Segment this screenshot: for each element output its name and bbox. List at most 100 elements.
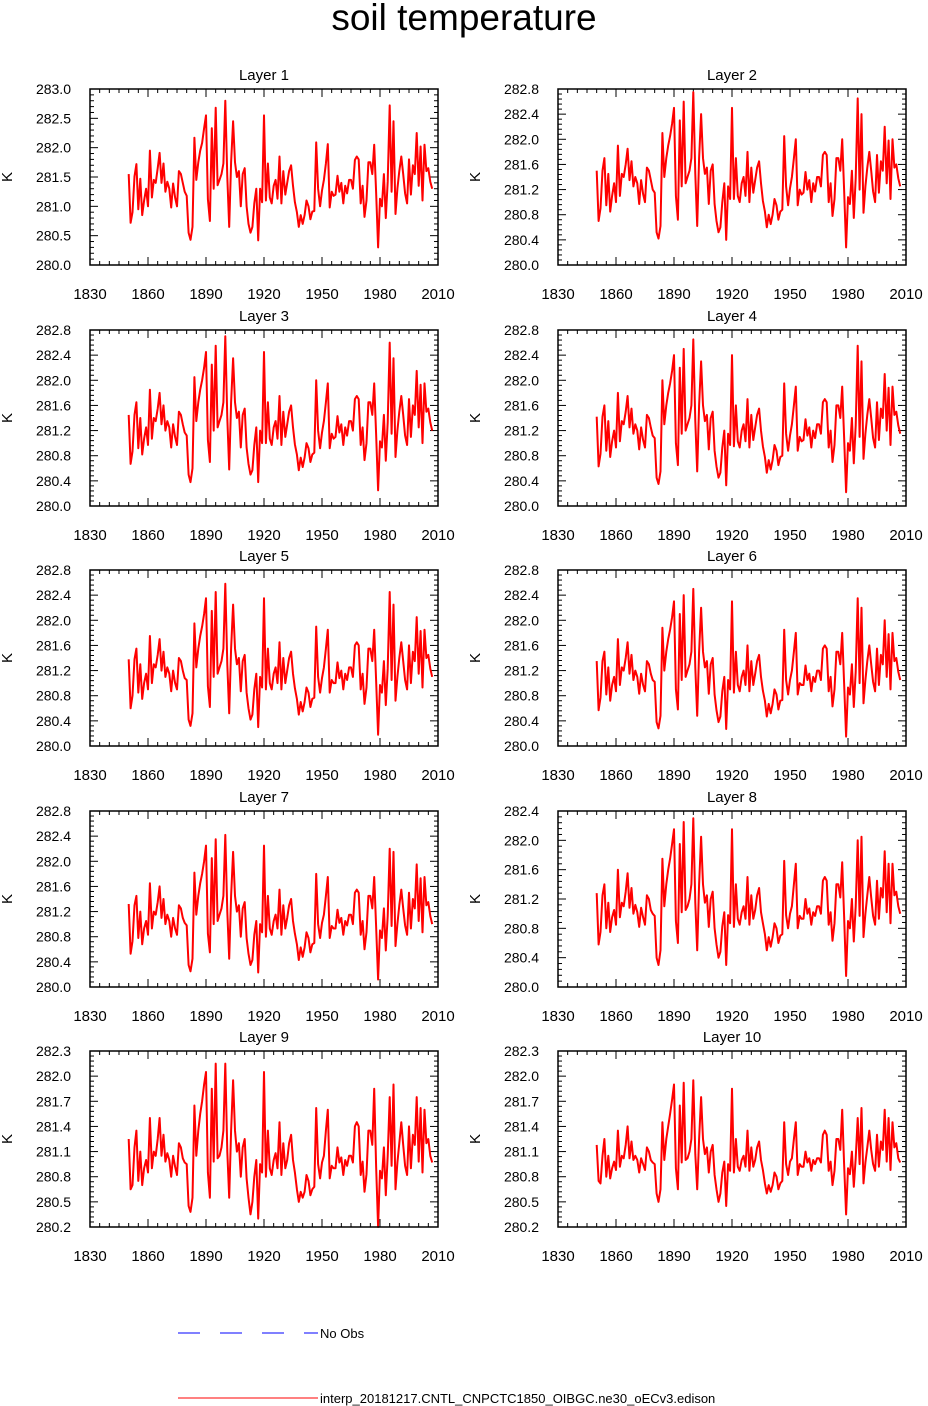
panel-title: Layer 10 — [703, 1029, 761, 1046]
panel-title: Layer 9 — [239, 1029, 289, 1046]
y-tick-label: 282.3 — [36, 1043, 71, 1059]
x-tick-label: 1890 — [657, 1008, 690, 1025]
plot-frame — [557, 1050, 907, 1228]
panel-title: Layer 3 — [239, 308, 289, 325]
y-tick-label: 281.2 — [36, 904, 71, 920]
x-tick-label: 1920 — [715, 1008, 748, 1025]
legend-obs-label: No Obs — [320, 1326, 365, 1341]
x-tick-label: 1920 — [715, 527, 748, 544]
x-tick-label: 1980 — [831, 286, 864, 303]
x-tick-label: 2010 — [421, 1248, 454, 1265]
x-tick-label: 1980 — [363, 286, 396, 303]
x-tick-label: 1950 — [773, 1248, 806, 1265]
y-tick-label: 282.0 — [504, 612, 539, 628]
x-tick-label: 1830 — [73, 1008, 106, 1025]
y-tick-label: 282.8 — [36, 322, 71, 338]
chart-title: soil temperature — [331, 0, 597, 38]
y-tick-label: 280.0 — [504, 979, 539, 995]
y-axis-label: K — [467, 1134, 484, 1144]
y-tick-label: 280.8 — [504, 1169, 539, 1185]
y-tick-label: 281.1 — [36, 1144, 71, 1160]
y-tick-label: 280.5 — [504, 1194, 539, 1210]
x-tick-label: 1950 — [773, 286, 806, 303]
x-tick-label: 1830 — [541, 1248, 574, 1265]
series-line-layer-6 — [595, 587, 902, 738]
y-tick-label: 281.2 — [36, 423, 71, 439]
x-tick-label: 2010 — [889, 286, 922, 303]
x-tick-label: 1860 — [599, 527, 632, 544]
x-tick-label: 1830 — [541, 286, 574, 303]
y-tick-label: 281.2 — [504, 182, 539, 198]
y-tick-label: 280.5 — [36, 1194, 71, 1210]
y-tick-label: 282.4 — [36, 828, 71, 844]
x-tick-label: 1950 — [773, 767, 806, 784]
y-tick-label: 280.8 — [36, 929, 71, 945]
legend-model-label: interp_20181217.CNTL_CNPCTC1850_OIBGC.ne… — [320, 1391, 715, 1406]
plot-frame — [557, 88, 907, 266]
y-tick-label: 282.4 — [504, 587, 539, 603]
x-tick-label: 1890 — [657, 1248, 690, 1265]
x-tick-label: 1890 — [657, 767, 690, 784]
x-tick-label: 1920 — [715, 286, 748, 303]
panel-title: Layer 2 — [707, 67, 757, 84]
y-tick-label: 281.6 — [504, 637, 539, 653]
x-tick-label: 1980 — [831, 1008, 864, 1025]
y-tick-label: 282.0 — [504, 372, 539, 388]
panel-layer-5: Layer 5 K 280.0 280.4 280.8 281.2 281.6 282.0 28… — [0, 548, 455, 784]
y-tick-label: 282.4 — [36, 587, 71, 603]
x-tick-label: 1860 — [599, 286, 632, 303]
y-tick-label: 280.8 — [36, 688, 71, 704]
y-axis-label: K — [467, 894, 484, 904]
y-tick-label: 282.8 — [36, 803, 71, 819]
y-tick-label: 282.0 — [504, 131, 539, 147]
y-axis-label: K — [467, 653, 484, 663]
y-tick-label: 282.0 — [36, 853, 71, 869]
x-tick-label: 1920 — [247, 286, 280, 303]
x-tick-label: 1830 — [73, 527, 106, 544]
x-tick-label: 1860 — [131, 1248, 164, 1265]
x-tick-label: 1920 — [715, 1248, 748, 1265]
panel-title: Layer 5 — [239, 548, 289, 565]
y-tick-label: 280.0 — [36, 738, 71, 754]
x-tick-label: 1860 — [131, 1008, 164, 1025]
x-tick-label: 1920 — [247, 1008, 280, 1025]
x-tick-label: 1830 — [73, 767, 106, 784]
x-tick-label: 1890 — [189, 1248, 222, 1265]
panel-layer-10: Layer 10 K 280.2 280.5 280.8 281.1 281.4 281.7 2… — [467, 1029, 923, 1265]
y-tick-label: 282.4 — [504, 106, 539, 122]
y-tick-label: 280.8 — [36, 448, 71, 464]
x-tick-label: 1980 — [831, 1248, 864, 1265]
x-tick-label: 1890 — [189, 286, 222, 303]
y-tick-label: 282.8 — [504, 81, 539, 97]
y-tick-label: 280.0 — [504, 257, 539, 273]
y-tick-label: 282.8 — [36, 562, 71, 578]
x-tick-label: 1980 — [363, 1248, 396, 1265]
series-line-layer-4 — [595, 338, 902, 494]
panel-layer-8: Layer 8 K 280.0 280.4 280.8 281.2 281.6 282.0 28… — [467, 789, 923, 1025]
panel-layer-6: Layer 6 K 280.0 280.4 280.8 281.2 281.6 282.0 28… — [467, 548, 923, 784]
y-tick-label: 281.7 — [504, 1093, 539, 1109]
y-tick-label: 280.8 — [504, 207, 539, 223]
panel-title: Layer 8 — [707, 789, 757, 806]
y-tick-label: 281.6 — [504, 862, 539, 878]
y-tick-label: 282.0 — [36, 1068, 71, 1084]
y-tick-label: 280.0 — [36, 498, 71, 514]
x-tick-label: 1860 — [599, 1248, 632, 1265]
y-tick-label: 282.0 — [504, 1068, 539, 1084]
x-tick-label: 1980 — [363, 527, 396, 544]
legend: No Obs interp_20181217.CNTL_CNPCTC1850_OI… — [178, 1326, 715, 1406]
plot-frame — [89, 88, 439, 266]
y-tick-label: 280.0 — [504, 498, 539, 514]
x-tick-label: 1860 — [131, 527, 164, 544]
x-tick-label: 1950 — [773, 1008, 806, 1025]
panel-layer-1: Layer 1 K 280.0 280.5 281.0 281.5 282.0 282.5 28… — [0, 67, 455, 303]
x-tick-label: 1830 — [73, 1248, 106, 1265]
x-tick-label: 1860 — [131, 767, 164, 784]
y-tick-label: 281.2 — [504, 663, 539, 679]
x-tick-label: 1920 — [247, 767, 280, 784]
y-tick-label: 283.0 — [36, 81, 71, 97]
panel-title: Layer 6 — [707, 548, 757, 565]
y-tick-label: 281.6 — [504, 397, 539, 413]
x-tick-label: 1890 — [657, 527, 690, 544]
x-tick-label: 1830 — [73, 286, 106, 303]
